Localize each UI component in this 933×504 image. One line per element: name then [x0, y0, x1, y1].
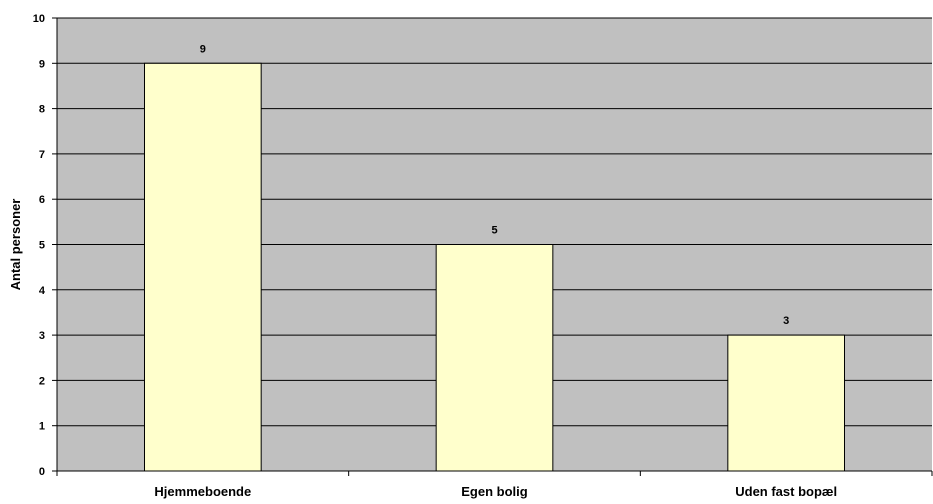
y-tick-labels: 0 1 2 3 4 5 6 7 8 9 10: [33, 13, 46, 478]
y-tick-label: 9: [39, 58, 45, 70]
y-tick-label: 5: [39, 240, 45, 252]
x-category-label: Hjemmeboende: [154, 484, 251, 499]
y-tick-label: 6: [39, 194, 45, 206]
bar: [435, 244, 554, 472]
x-category-labels: Hjemmeboende Egen bolig Uden fast bopæl: [154, 484, 837, 499]
y-tick-label: 0: [39, 466, 45, 478]
y-tick-label: 4: [39, 285, 46, 297]
y-tick-label: 8: [39, 104, 45, 116]
data-label: 3: [783, 315, 789, 327]
y-tick-label: 7: [39, 149, 45, 161]
x-category-label: Egen bolig: [461, 484, 528, 499]
x-category-label: Uden fast bopæl: [735, 484, 837, 499]
data-labels: 9 5 3: [200, 43, 789, 327]
bars: [144, 62, 845, 472]
data-label: 9: [200, 43, 206, 55]
y-tick-label: 2: [39, 375, 45, 387]
axes: [52, 17, 933, 476]
data-label: 5: [491, 225, 497, 237]
y-tick-label: 1: [39, 421, 45, 433]
bar: [727, 334, 845, 472]
y-tick-label: 10: [33, 13, 45, 25]
y-axis-title: Antal personer: [8, 199, 23, 291]
bar: [144, 62, 262, 472]
y-tick-label: 3: [39, 330, 45, 342]
